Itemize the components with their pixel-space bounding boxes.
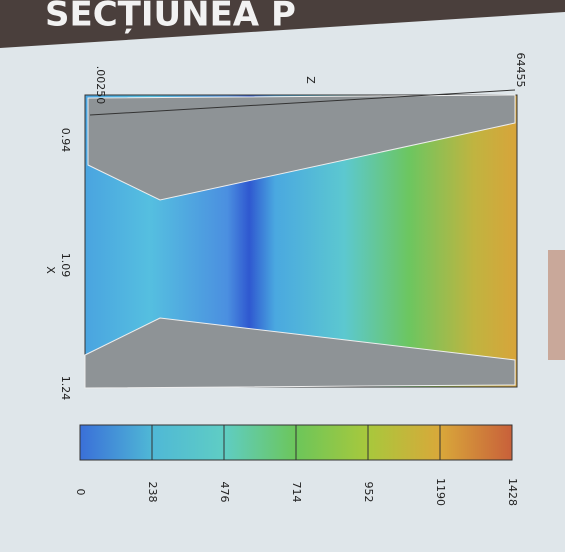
colorbar-tick-label: 238 xyxy=(146,482,159,503)
z-start: .00250 xyxy=(94,66,107,105)
colorbar-segment xyxy=(224,425,296,460)
x-axis-label: X xyxy=(44,266,57,274)
colorbar-segment xyxy=(440,425,512,460)
colorbar-frame xyxy=(79,424,513,461)
z-axis-label: Z xyxy=(304,76,317,84)
title-band xyxy=(0,0,565,48)
colorbar-segment xyxy=(368,425,440,460)
colorbar-tick-label: 1190 xyxy=(434,478,447,506)
colorbar: 0 238 476 714 952 1190 1428 xyxy=(74,424,519,506)
slide-title: SECȚIUNEA P xyxy=(45,0,296,35)
colorbar-tick-label: 1428 xyxy=(506,478,519,506)
lower-wall xyxy=(84,317,516,389)
x-tick-label: 1.24 xyxy=(59,376,72,401)
colorbar-tick-label: 0 xyxy=(74,489,87,496)
x-tick-label: 1.09 xyxy=(59,253,72,278)
z-axis-line xyxy=(89,89,516,116)
z-end: 64455 xyxy=(514,53,527,88)
colorbar-tick-label: 476 xyxy=(218,482,231,503)
side-panel xyxy=(548,250,565,360)
x-tick-label: 0.94 xyxy=(59,128,72,153)
colorbar-tick-label: 952 xyxy=(362,482,375,503)
colorbar-segment xyxy=(152,425,224,460)
upper-wall xyxy=(87,94,516,201)
colorbar-segment xyxy=(80,425,152,460)
colorbar-segment xyxy=(296,425,368,460)
colorbar-tick-label: 714 xyxy=(290,482,303,503)
